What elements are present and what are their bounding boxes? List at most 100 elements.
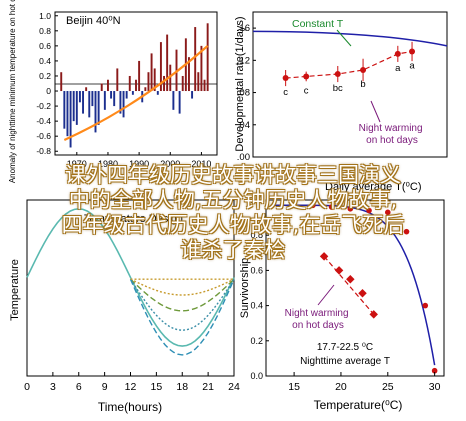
bar — [97, 91, 100, 125]
bar — [88, 91, 91, 118]
bar — [191, 91, 194, 99]
bar — [91, 91, 94, 107]
bar — [203, 79, 206, 92]
x-tick-label: 20 — [335, 381, 347, 393]
bar — [206, 23, 209, 92]
temperature-curve — [26, 207, 235, 347]
y-tick-label: -0.2 — [36, 101, 51, 111]
bar — [72, 91, 75, 122]
bar — [128, 75, 131, 92]
night-point — [346, 274, 355, 284]
constant-point — [291, 202, 297, 209]
y-tick-label: 0.8 — [250, 230, 263, 240]
panel-c-title: Temperature Design — [84, 213, 183, 225]
significance-letter: c — [304, 85, 309, 96]
data-point — [394, 50, 401, 57]
bar — [150, 53, 153, 92]
bar — [110, 91, 113, 99]
y-tick-label: 0.0 — [250, 371, 263, 381]
x-tick-label: 1970 — [67, 159, 87, 169]
bar — [100, 83, 103, 92]
bar — [163, 75, 166, 92]
panel-a: Beijin 40⁰N Anomaly of nighttime minimum… — [8, 0, 218, 183]
bar — [75, 91, 78, 125]
panel-d-night-label: Night warming on hot days — [285, 308, 352, 331]
panel-d-xlabel: Temperature(⁰C) — [314, 398, 403, 412]
y-tick-label: .08 — [237, 88, 250, 99]
y-tick-label: 0.6 — [39, 41, 51, 51]
x-tick-label: 3 — [50, 381, 56, 393]
y-tick-label: 0.2 — [39, 71, 51, 81]
bar — [78, 91, 81, 103]
panel-b-y-ticks: .16 .12 .08 .04 .00 — [237, 23, 256, 163]
bar — [122, 91, 125, 118]
y-tick-label: 0 — [46, 86, 51, 96]
y-tick-label: 0.6 — [250, 265, 263, 275]
bar — [187, 57, 190, 92]
panel-b-frame — [252, 11, 448, 158]
panel-d-points — [291, 202, 438, 374]
panel-c-x-ticks: 0 3 6 9 12 15 18 21 24 — [24, 372, 240, 393]
bar — [116, 68, 119, 92]
bar — [94, 91, 97, 133]
constant-point — [310, 202, 316, 209]
panel-d-night-label-line: Night warming — [285, 308, 349, 319]
bar — [194, 27, 197, 92]
y-tick-label: 0.4 — [39, 56, 51, 66]
constant-point — [431, 367, 438, 374]
bar — [166, 34, 169, 92]
panel-d-night-line — [323, 255, 375, 315]
temperature-variant-curve — [130, 278, 235, 312]
bar — [153, 68, 156, 92]
panel-d: Survivorship 1.0 0.8 0.6 0.4 0.2 0.0 Night wa… — [239, 195, 445, 412]
data-point — [303, 73, 310, 80]
bar — [147, 72, 150, 92]
y-tick-label: 0.4 — [250, 301, 263, 311]
panel-b-constant-curve — [252, 30, 448, 47]
y-tick-label: 1.0 — [39, 11, 51, 21]
panel-d-x-ticks: 15 20 25 30 — [288, 372, 441, 393]
panel-b-points: c c bc b a a — [282, 41, 416, 98]
night-point — [334, 266, 344, 275]
y-tick-label: 0.8 — [39, 26, 51, 36]
significance-letter: bc — [333, 83, 343, 94]
night-point — [369, 310, 378, 319]
panel-a-bars — [60, 23, 209, 148]
panel-b-xlabel: Daily average T(⁰C) — [325, 181, 422, 193]
x-tick-label: 30 — [429, 381, 441, 393]
data-point — [360, 67, 367, 73]
constant-point — [328, 204, 335, 210]
panel-d-night-label-line: on hot days — [292, 320, 344, 331]
panel-c-lines — [26, 207, 235, 356]
panel-b-night-label: Night warming on hot days — [359, 123, 426, 146]
bar — [181, 75, 184, 92]
bar — [144, 87, 147, 92]
x-tick-label: 1990 — [129, 159, 149, 169]
bar — [119, 91, 122, 114]
data-point — [334, 71, 341, 78]
data-point — [409, 48, 416, 55]
panel-d-y-ticks: 1.0 0.8 0.6 0.4 0.2 0.0 — [250, 195, 269, 381]
panel-d-night-arrow — [317, 284, 335, 306]
x-tick-label: 1980 — [98, 159, 118, 169]
x-tick-label: 6 — [76, 381, 82, 393]
bar — [138, 60, 141, 92]
temperature-variant-curve — [129, 278, 235, 356]
bar — [125, 91, 128, 99]
panel-b-night-line — [285, 50, 413, 79]
panel-b: Developmental rate(1/days) .16 .12 .08 .04.… — [234, 11, 448, 193]
x-tick-label: 15 — [151, 381, 163, 393]
bar — [85, 87, 88, 92]
y-tick-label: -0.8 — [36, 146, 51, 156]
bar — [172, 91, 175, 110]
panel-a-ylabel: Anomaly of nighttime minimum temperature… — [8, 0, 17, 183]
panel-a-frame — [54, 11, 218, 156]
y-tick-label: .16 — [237, 23, 250, 34]
x-tick-label: 25 — [382, 381, 394, 393]
x-tick-label: 24 — [228, 381, 240, 393]
bar — [156, 91, 159, 95]
y-tick-label: 0.2 — [250, 336, 263, 346]
significance-letter: b — [360, 79, 365, 90]
constant-point — [403, 228, 410, 235]
